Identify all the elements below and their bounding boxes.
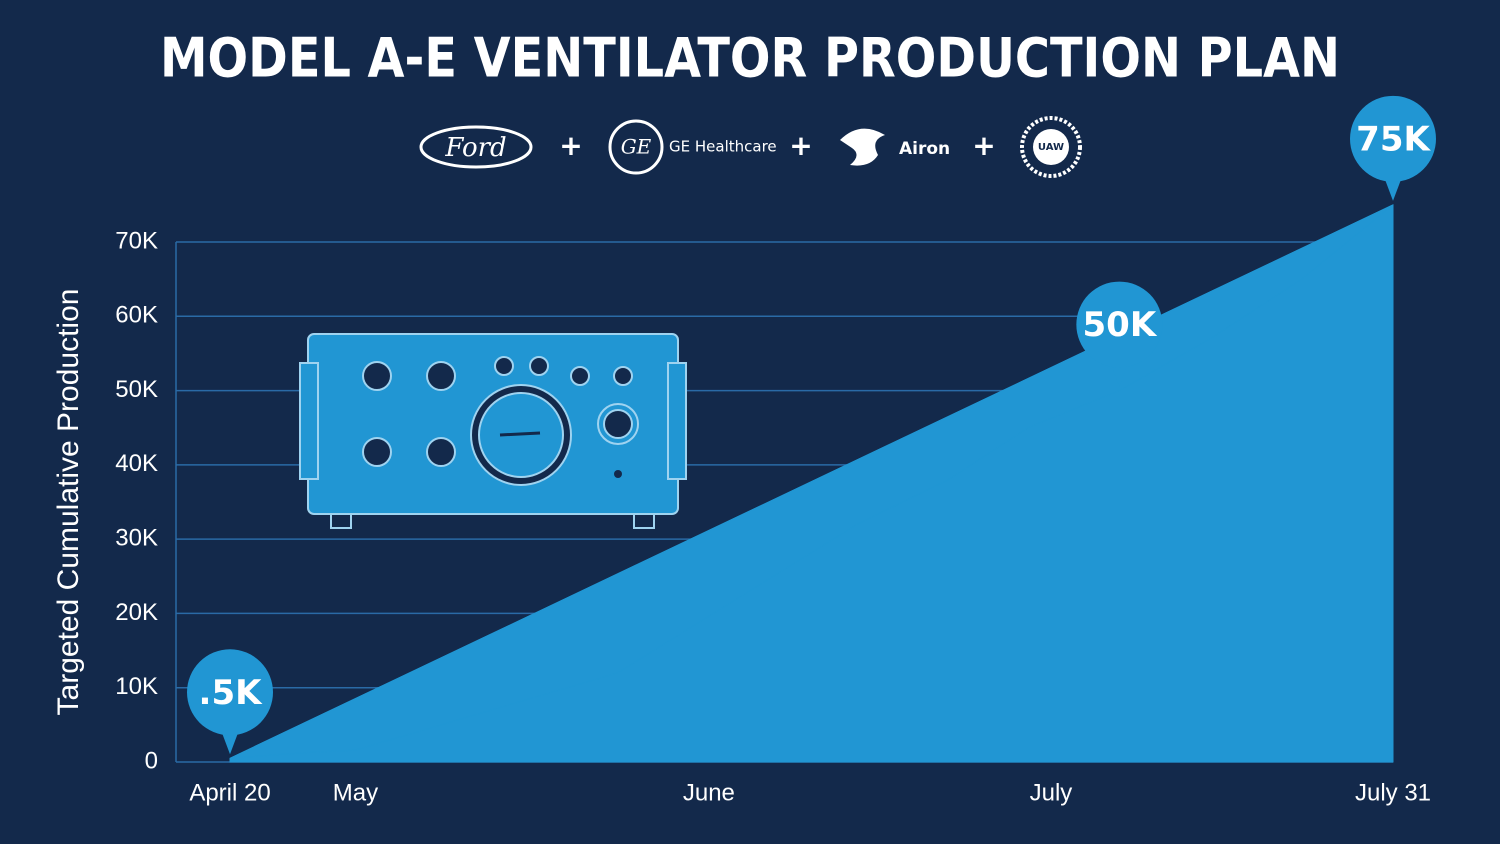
- x-tick-label: May: [333, 779, 378, 806]
- knob: [529, 356, 549, 376]
- knob: [362, 361, 392, 391]
- airon-logo: [840, 128, 885, 166]
- plot: 0 10K 20K 30K 40K 50K 60K 70K April 20 May June Jul…: [115, 95, 1436, 806]
- partner-logos: Ford + GE GE Healthcare + Airon + UAW: [419, 116, 1082, 178]
- x-tick-label: April 20: [189, 779, 270, 806]
- knob: [494, 356, 514, 376]
- vent-foot: [633, 513, 655, 529]
- y-tick-label: 20K: [115, 599, 158, 626]
- port: [613, 366, 633, 386]
- knob: [426, 437, 456, 467]
- callout-bubble: [187, 649, 273, 736]
- vent-handle: [667, 362, 687, 480]
- partner-name: UAW: [1038, 142, 1064, 153]
- ford-oval: [419, 125, 533, 169]
- partner-name: Ford: [444, 133, 506, 163]
- callout-pointer: [1384, 176, 1402, 201]
- y-tick-label: 0: [145, 747, 158, 774]
- port: [570, 366, 590, 386]
- y-tick-label: 40K: [115, 450, 158, 477]
- led: [614, 470, 622, 478]
- y-tick-label: 60K: [115, 302, 158, 329]
- knob: [362, 437, 392, 467]
- uaw-logo: [1020, 116, 1082, 178]
- callout: .5K: [187, 649, 273, 755]
- plus: +: [789, 129, 812, 162]
- ventilator-illustration: [299, 333, 687, 529]
- value-label: 75K: [1356, 119, 1431, 159]
- plus: +: [972, 129, 995, 162]
- callout: 50K: [1076, 281, 1163, 387]
- callout: 75K: [1350, 95, 1436, 201]
- chart-title: MODEL A-E VENTILATOR PRODUCTION PLAN: [160, 27, 1340, 90]
- callout-bubble: [1350, 95, 1436, 182]
- area: [229, 204, 1394, 759]
- ge-logo: [608, 119, 664, 175]
- callout-pointer: [1110, 362, 1129, 387]
- x-tick-label: July 31: [1355, 779, 1431, 806]
- value-label: .5K: [199, 673, 264, 713]
- x-tick-label: July: [1030, 779, 1073, 806]
- ge-mark: GE: [621, 135, 652, 159]
- value-label: 50K: [1083, 305, 1158, 345]
- gauge-needle: [499, 431, 541, 437]
- y-tick-label: 70K: [115, 227, 158, 254]
- knob: [426, 361, 456, 391]
- y-axis-label: Targeted Cumulative Production: [52, 289, 85, 716]
- vent-foot: [330, 513, 352, 529]
- plus: +: [559, 129, 582, 162]
- uaw-inner: [1033, 129, 1069, 165]
- partner-name: GE Healthcare: [669, 138, 777, 156]
- y-tick-label: 30K: [115, 524, 158, 551]
- y-tick-label: 50K: [115, 376, 158, 403]
- callout-bubble: [1076, 281, 1163, 368]
- partner-name: Airon: [899, 139, 950, 159]
- knob: [603, 409, 633, 439]
- x-tick-label: June: [683, 779, 735, 806]
- y-tick-label: 10K: [115, 673, 158, 700]
- callout-pointer: [221, 730, 239, 755]
- vent-handle: [299, 362, 319, 480]
